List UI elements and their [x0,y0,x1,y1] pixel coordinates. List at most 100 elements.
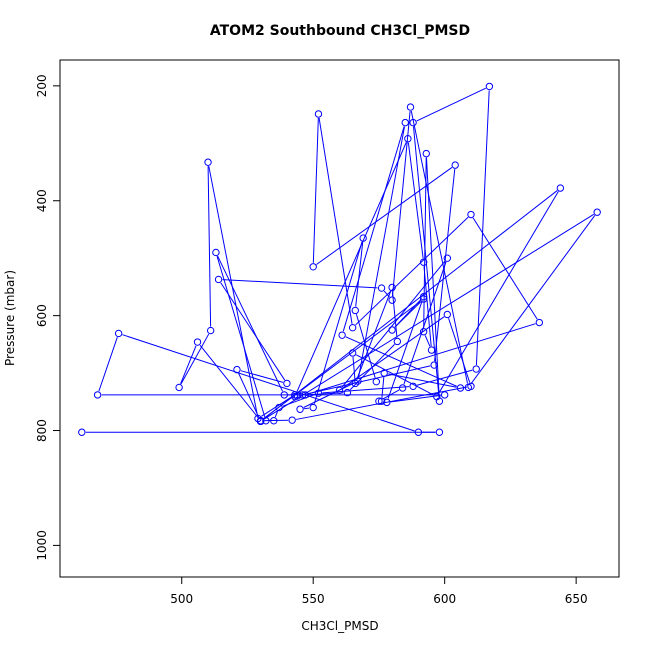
series-segment [382,389,400,400]
data-point [422,149,430,158]
data-point [375,397,383,405]
data-point [419,292,428,301]
series-segment [425,157,440,398]
series-segment [313,241,363,404]
data-point [233,365,241,374]
series-segment [199,344,259,418]
y-tick-label: 1000 [35,530,49,561]
series-segment [303,382,355,408]
data-point [262,417,270,425]
series-segment [303,407,310,410]
series-segment [306,365,431,395]
data-point [296,405,304,413]
x-axis-label: CH3Cl_PMSD [301,619,378,633]
series-segment [352,356,356,380]
data-point [451,161,459,169]
data-point [440,391,449,399]
series-segment [412,126,440,398]
data-point [535,318,544,327]
data-point [593,208,601,216]
data-point [419,258,428,266]
data-point [78,428,86,436]
series-segment [390,394,441,403]
data-point [393,337,402,346]
data-point [404,134,412,143]
data-point [354,377,362,385]
series-segment [424,335,431,347]
data-point [214,275,223,284]
data-point [377,397,386,405]
series-segment [407,142,424,259]
y-axis-label: Pressure (mbar) [3,270,17,366]
data-point [275,403,283,412]
series-segment [180,333,210,385]
series-segment [220,282,286,381]
data-point [280,391,288,399]
data-point [338,331,346,339]
data-point [204,158,212,166]
data-point [485,82,494,91]
series-segment [416,87,486,122]
series-segment [448,318,471,383]
series-segment [263,190,558,420]
series-segment [475,90,490,366]
data-point [114,329,123,338]
series-segment [383,290,390,298]
data-point [372,377,381,386]
series-segment [217,255,284,392]
series-segment [122,334,415,432]
data-point [472,365,480,373]
data-point [212,248,220,257]
data-point [443,310,452,319]
data-point [419,328,428,336]
series-segment [355,216,469,326]
series-segment [341,260,446,388]
data-point [256,417,265,425]
x-axis: 500 550 600 650 [170,576,588,606]
chart-title: ATOM2 Southbound CH3Cl_PMSD [210,23,470,39]
data-point [348,323,357,332]
data-point [388,326,396,334]
series-segment [316,167,453,265]
series-segment [312,117,319,263]
series-segment [423,266,432,347]
series-segment [295,142,407,394]
data-point [409,118,417,127]
data-point [298,391,307,399]
series-segment [416,369,473,386]
data-point [335,386,344,395]
data-point [348,349,357,357]
data-point [283,379,291,388]
series-segment [318,117,353,324]
data-point [427,346,436,354]
x-tick-label: 650 [565,592,588,606]
series-segment [216,256,266,418]
series-segment [98,337,118,392]
series-segment [342,316,445,389]
data-point [270,417,278,425]
data-point [314,389,323,397]
data-point [343,388,352,397]
data-point [398,384,407,392]
data-point [309,403,317,412]
y-tick-label: 200 [35,74,49,97]
data-point [293,392,302,400]
data-point [443,254,452,262]
series-segment [381,377,385,398]
data-point [380,369,388,377]
data-point [388,296,396,304]
data-point [291,392,299,401]
data-point [351,306,359,315]
x-tick-label: 550 [302,592,325,606]
y-tick-label: 600 [35,304,49,327]
data-point [556,184,565,192]
series-segment [438,191,559,394]
series-layer [78,82,601,436]
data-point [433,392,441,401]
data-point [414,428,423,436]
data-point [359,234,367,242]
series-segment [388,373,457,388]
series-segment [403,261,447,385]
